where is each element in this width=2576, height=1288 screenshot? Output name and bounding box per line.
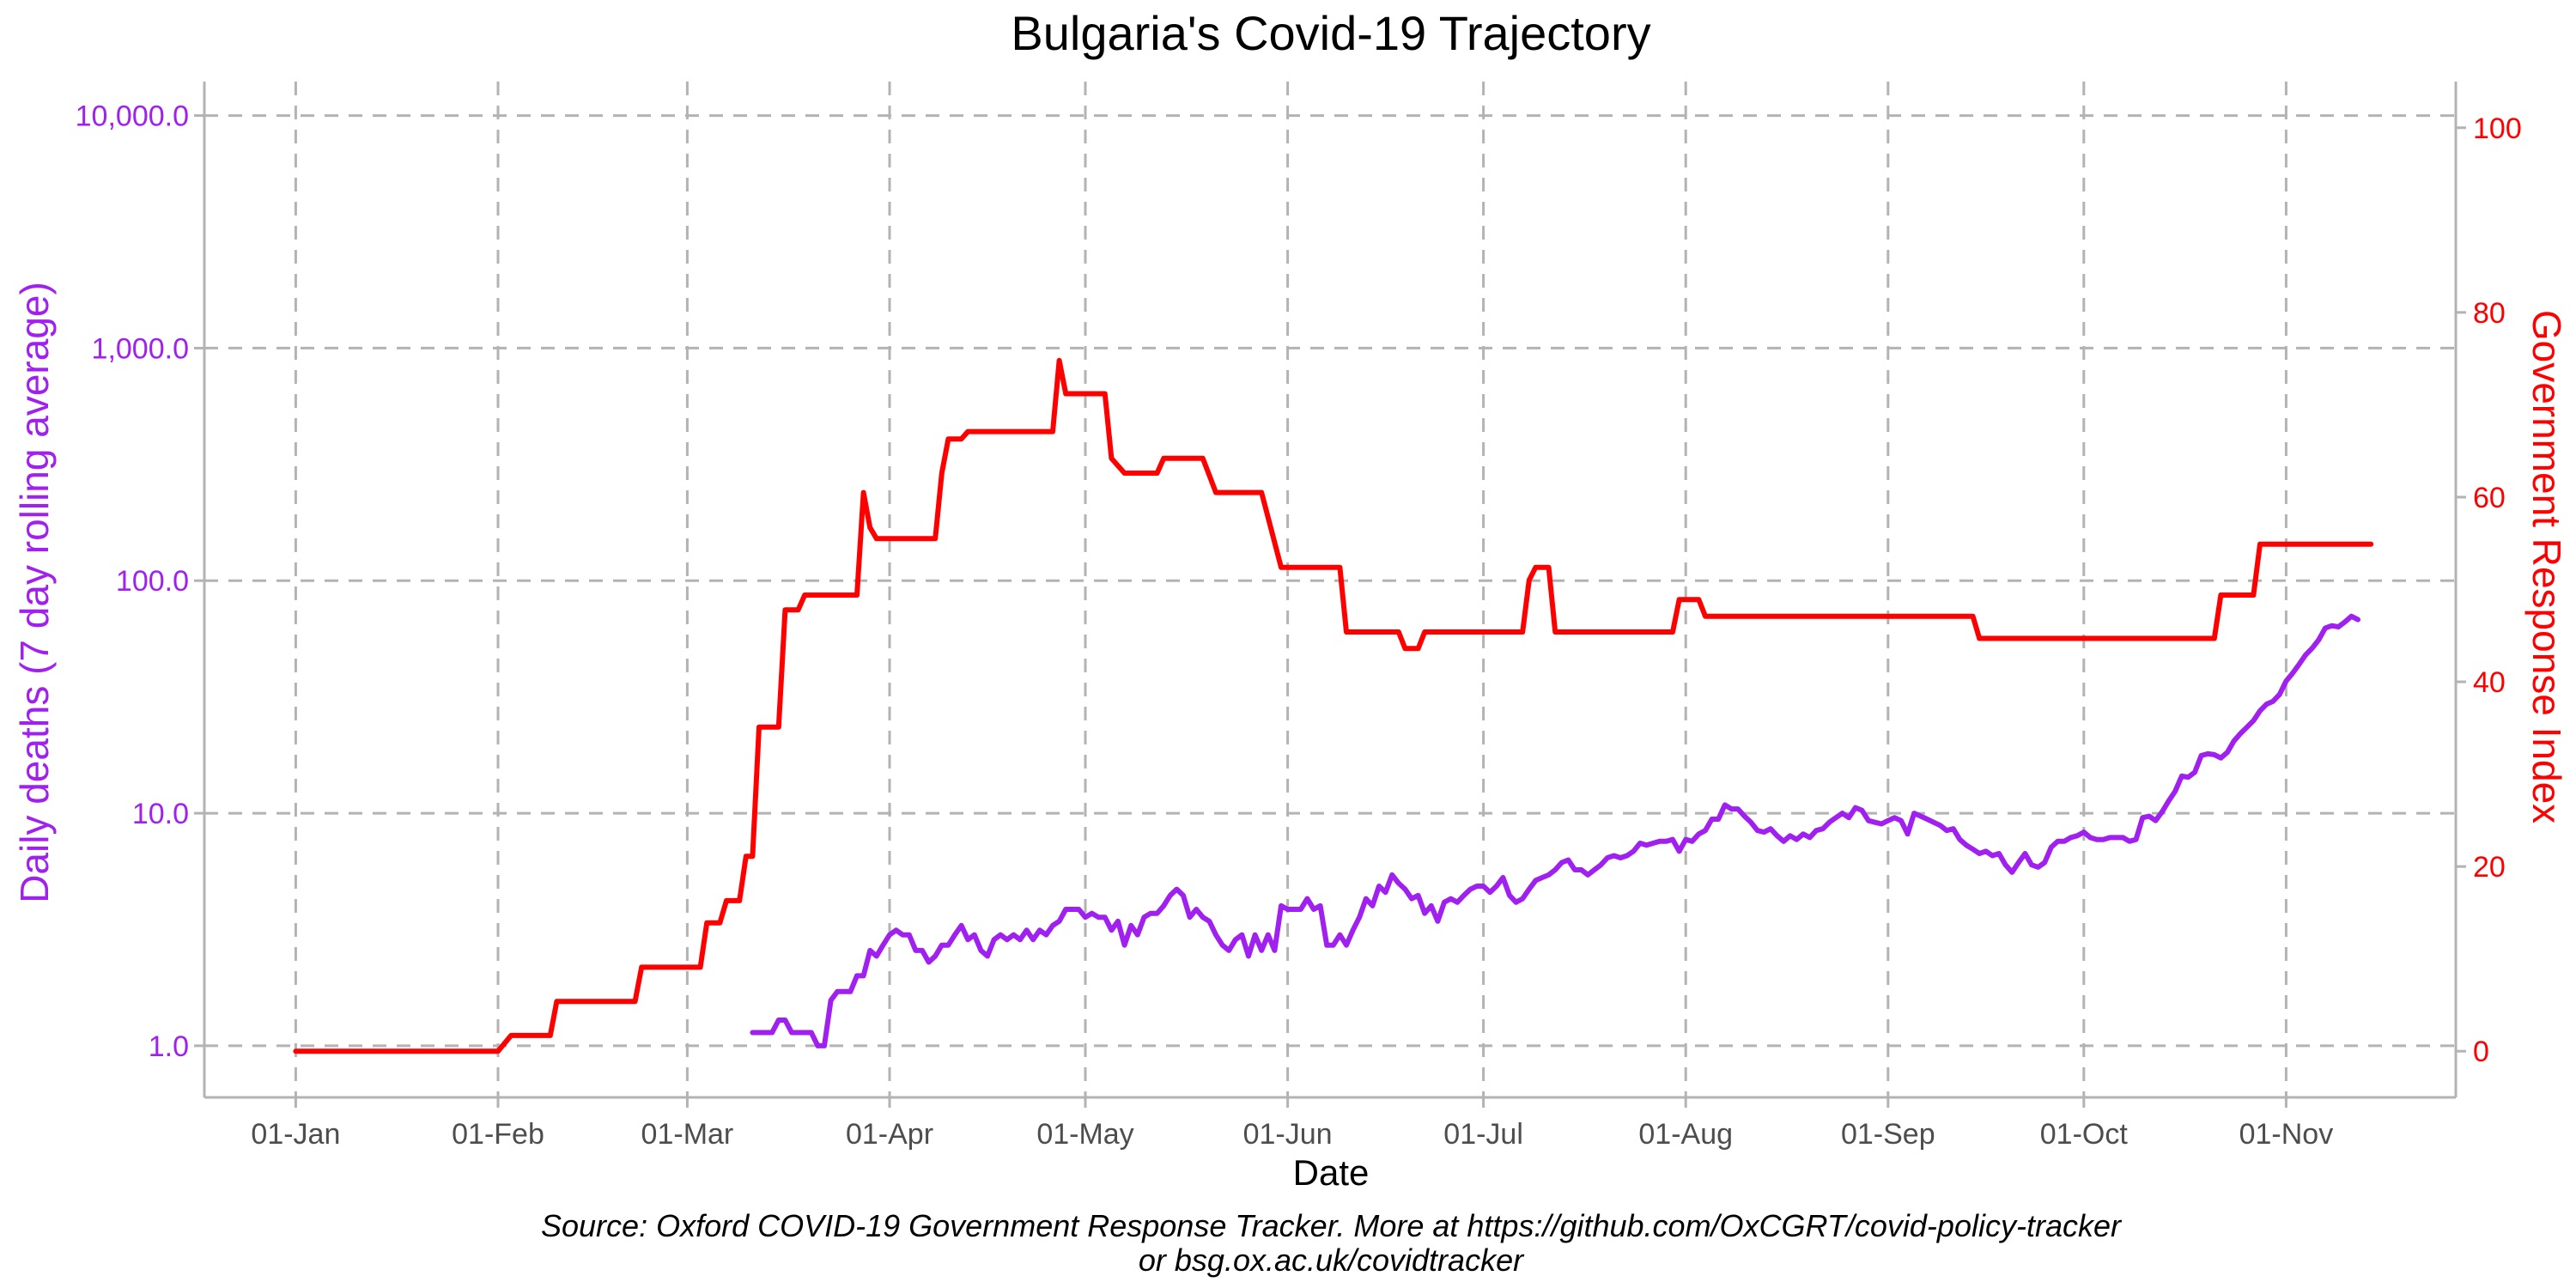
caption-line-2: or bsg.ox.ac.uk/covidtracker [1139,1242,1525,1278]
grid-layer [204,82,2456,1097]
tick-label-right-5: 100 [2473,112,2522,145]
tick-label-left-0: 1.0 [149,1030,189,1063]
tick-label-x-10: 01-Nov [2239,1118,2334,1151]
tick-label-x-3: 01-Apr [846,1118,933,1151]
caption-line-1: Source: Oxford COVID-19 Government Respo… [541,1208,2123,1243]
tick-label-x-0: 01-Jan [251,1118,340,1151]
tick-label-x-6: 01-Jul [1443,1118,1523,1151]
tick-label-x-5: 01-Jun [1243,1118,1333,1151]
tick-label-x-4: 01-May [1036,1118,1133,1151]
tick-label-left-1: 10.0 [132,798,189,830]
tick-label-right-0: 0 [2473,1036,2489,1068]
tick-label-x-9: 01-Oct [2040,1118,2129,1151]
tick-label-left-4: 10,000.0 [76,100,189,133]
y-axis-title-left: Daily deaths (7 day rolling average) [12,282,57,903]
tick-label-left-3: 1,000.0 [92,332,189,365]
series-layer [293,357,2374,1054]
tick-label-right-1: 20 [2473,851,2506,884]
tick-label-right-3: 60 [2473,482,2506,514]
x-axis-title: Date [1293,1152,1370,1193]
tick-label-x-7: 01-Aug [1638,1118,1733,1151]
series-line-daily-deaths [750,613,2360,1048]
axis-layer [203,82,2458,1099]
tick-label-x-2: 01-Mar [641,1118,734,1151]
tick-layer: 1.0 10.0 100.0 1,000.0 10,000.0 0 20 40 60 80 100 0… [76,100,2522,1151]
tick-label-x-8: 01-Sep [1841,1118,1935,1151]
tick-label-right-4: 80 [2473,297,2506,330]
chart-title: Bulgaria's Covid-19 Trajectory [1011,6,1650,60]
tick-label-left-2: 100.0 [116,565,189,598]
series-line-response-index [293,357,2374,1054]
tick-label-right-2: 40 [2473,666,2506,699]
tick-label-x-1: 01-Feb [452,1118,544,1151]
y-axis-title-right: Government Response Index [2524,310,2569,823]
